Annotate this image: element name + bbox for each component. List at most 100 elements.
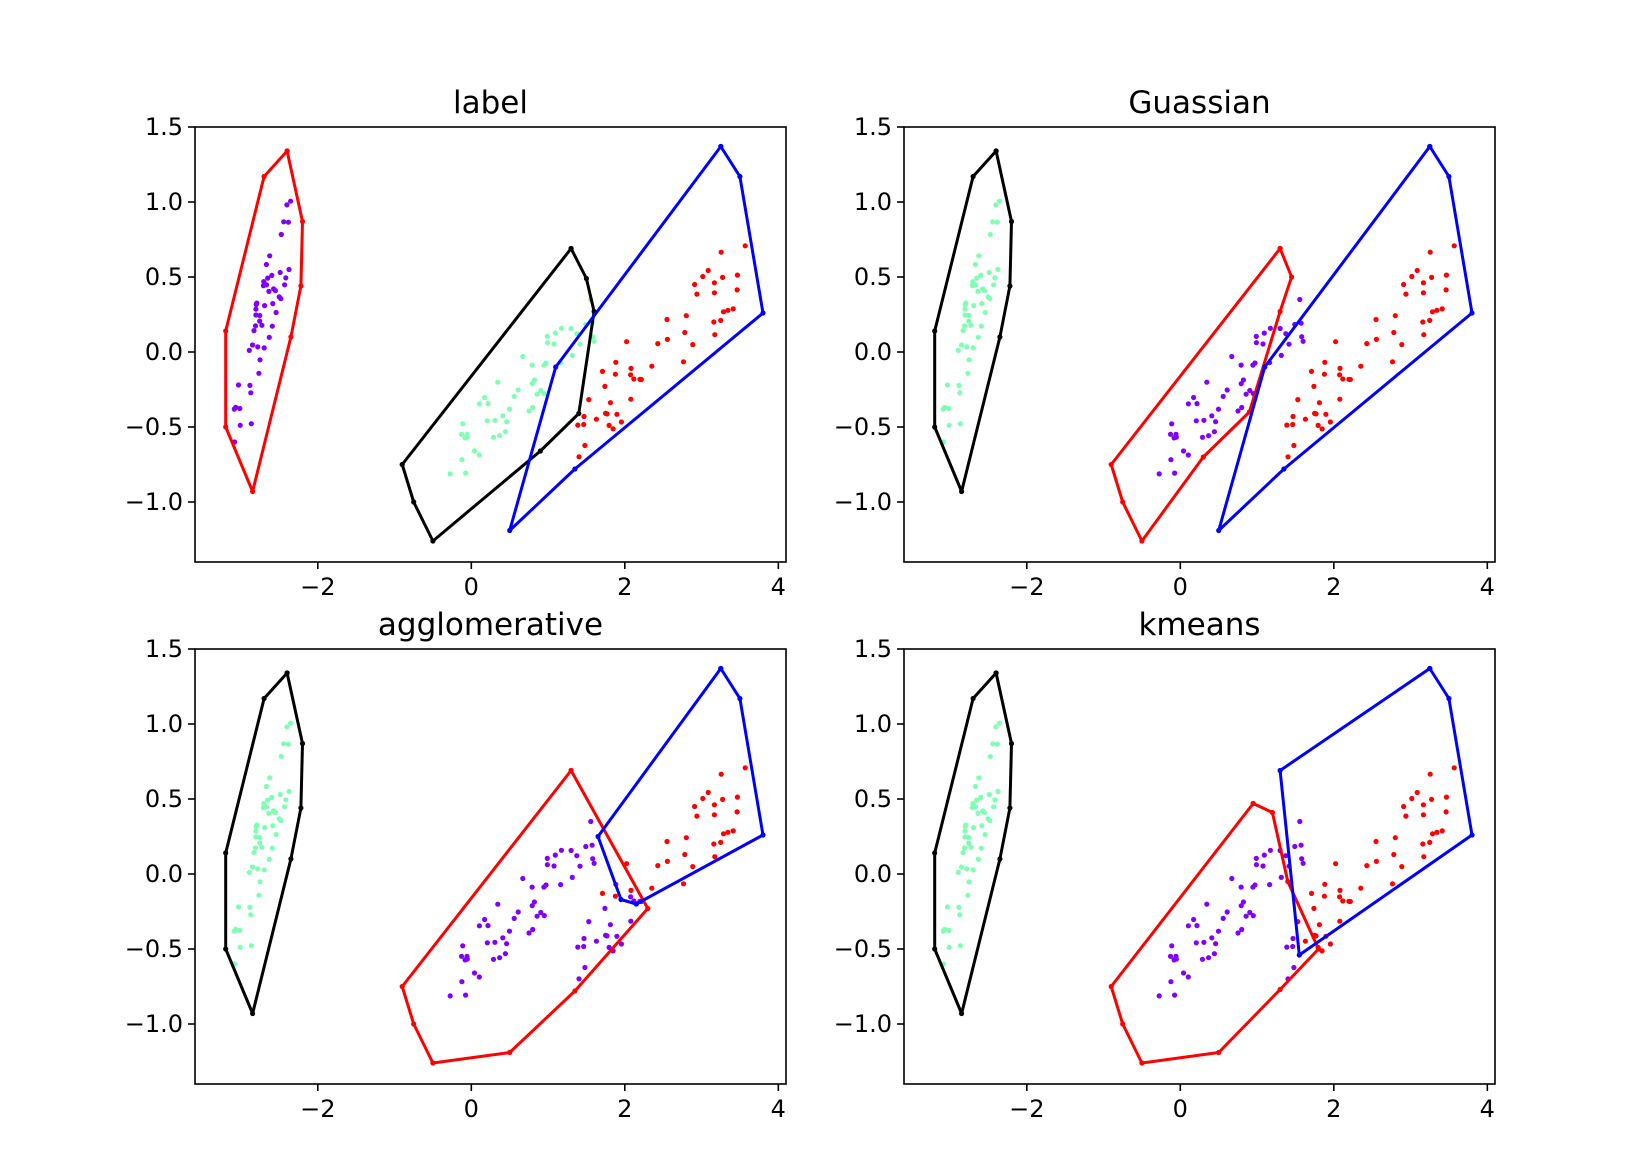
data-point [1290, 943, 1296, 950]
data-point [1337, 894, 1343, 900]
data-point [946, 927, 952, 934]
data-point [558, 882, 564, 888]
data-point [248, 943, 254, 949]
data-point [974, 275, 980, 281]
data-point [588, 818, 594, 825]
data-point [248, 912, 254, 918]
hull-vertex [1277, 986, 1283, 993]
data-point [1278, 352, 1284, 358]
data-point [618, 419, 625, 425]
data-point [1373, 838, 1379, 845]
data-point [971, 825, 977, 831]
data-point [558, 325, 565, 331]
data-point [1401, 803, 1407, 810]
data-point [946, 405, 952, 412]
y-tick-label: 0.5 [145, 263, 183, 291]
data-point [471, 448, 478, 454]
x-tick-label: −2 [1009, 1095, 1044, 1123]
x-tick-label: 2 [617, 1095, 632, 1123]
data-point [955, 869, 961, 876]
y-tick-label: −1.0 [834, 1010, 892, 1038]
data-point [986, 269, 992, 276]
data-point [460, 943, 466, 949]
data-point [734, 272, 741, 278]
data-point [1277, 325, 1283, 332]
data-point [599, 368, 606, 374]
data-point [1285, 454, 1291, 460]
data-point [1167, 431, 1174, 437]
data-point [1238, 362, 1244, 368]
data-point [1169, 943, 1175, 949]
data-point [277, 791, 283, 798]
data-point [253, 834, 259, 840]
hull-vertex [1108, 461, 1114, 468]
data-point [569, 874, 575, 881]
data-point [1235, 408, 1241, 414]
hull-vertex [430, 538, 436, 544]
data-point [1185, 401, 1191, 407]
data-point [267, 253, 273, 259]
hull-vertex [1469, 832, 1475, 838]
data-point [591, 860, 597, 866]
data-point [1253, 333, 1259, 339]
data-point [502, 429, 508, 435]
data-point [1401, 281, 1407, 288]
hull-vertex [1200, 454, 1206, 460]
data-point [1199, 956, 1206, 962]
hull-vertex [595, 833, 601, 840]
data-point [1364, 341, 1370, 347]
data-point [1316, 922, 1322, 928]
data-point [458, 953, 465, 959]
data-point [690, 864, 696, 870]
y-tick-label: 1.5 [854, 113, 892, 141]
y-tick-label: 1.0 [854, 710, 892, 738]
data-point [1308, 890, 1315, 897]
data-point [246, 869, 252, 876]
data-point [237, 405, 243, 412]
data-point [538, 387, 544, 394]
data-point [506, 928, 513, 934]
data-point [718, 839, 724, 846]
hull-vertex [284, 148, 290, 154]
hull-vertex [618, 896, 624, 903]
data-point [649, 885, 655, 891]
data-point [262, 825, 268, 831]
data-point [1302, 416, 1308, 422]
data-point [492, 417, 498, 423]
data-point [987, 296, 993, 302]
data-point [962, 834, 968, 840]
data-point [1229, 875, 1235, 882]
hull-vertex [718, 143, 724, 150]
data-point [1291, 964, 1297, 971]
hull-vertex [1216, 1049, 1222, 1056]
data-point [269, 794, 275, 801]
data-point [607, 922, 614, 928]
data-point [251, 850, 257, 856]
data-point [263, 783, 269, 790]
data-point [1194, 401, 1200, 407]
data-point [286, 266, 292, 273]
data-point [284, 202, 290, 208]
hull-vertex [1250, 800, 1256, 807]
hull-vertex [993, 148, 999, 154]
data-point [1389, 359, 1396, 365]
data-point [231, 928, 237, 934]
data-point [1172, 992, 1178, 998]
data-point [993, 202, 999, 208]
data-point [1253, 340, 1259, 346]
data-point [593, 416, 600, 422]
y-tick-label: 1.5 [145, 635, 183, 663]
data-point [591, 338, 597, 344]
data-point [1337, 372, 1343, 378]
hull-vertex [1108, 983, 1114, 990]
data-point [541, 391, 547, 397]
data-point [260, 805, 266, 811]
data-point [637, 376, 643, 382]
data-point [981, 810, 988, 816]
hull-vertex [411, 1021, 417, 1027]
data-point [1253, 855, 1259, 862]
data-point [664, 858, 671, 865]
data-point [590, 856, 596, 862]
data-point [1434, 829, 1440, 835]
hull-outline [1278, 667, 1474, 957]
